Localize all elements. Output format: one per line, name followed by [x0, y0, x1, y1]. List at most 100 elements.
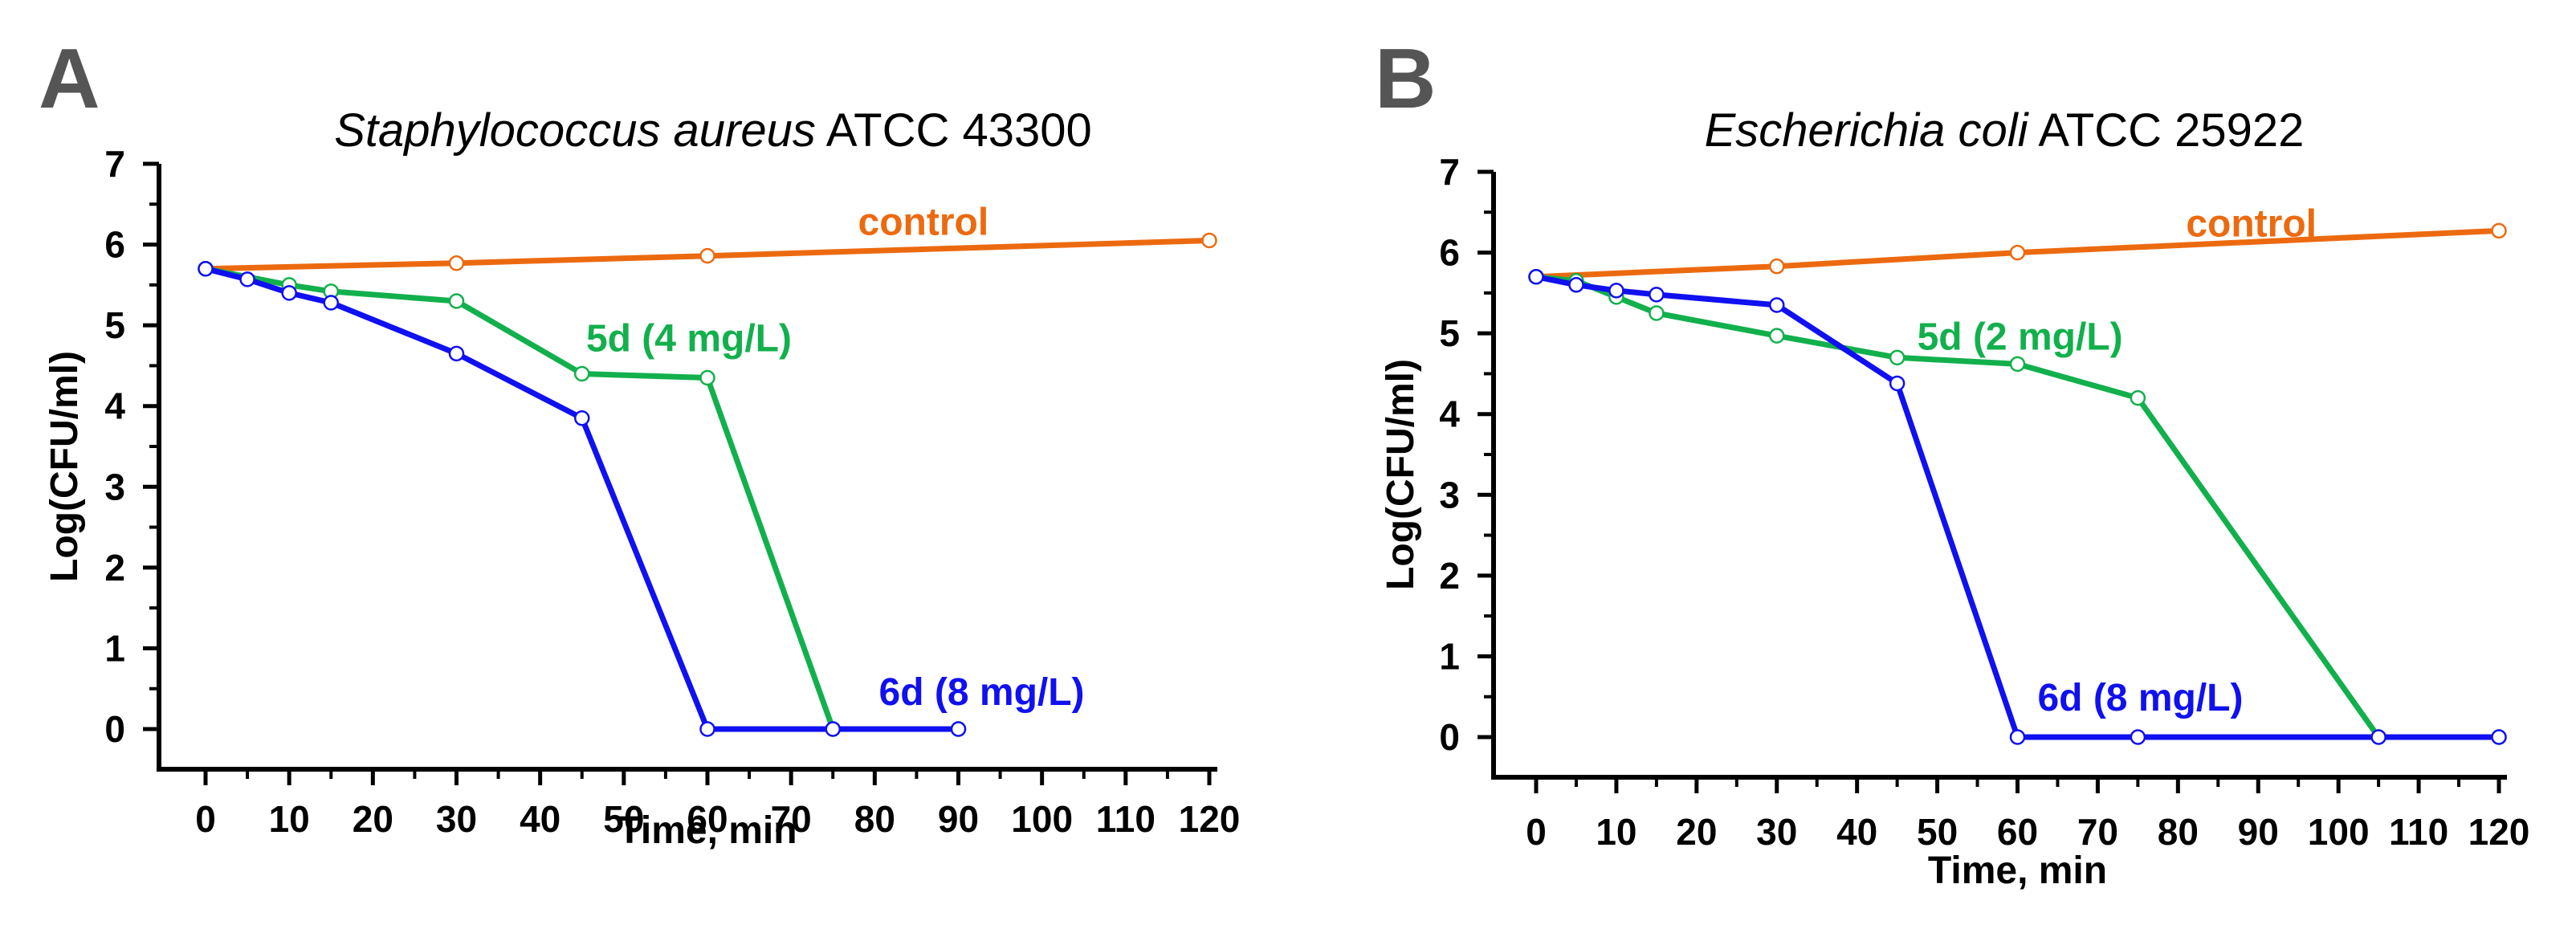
x-tick-label: 100 [2308, 811, 2370, 853]
series-label-control: control [2186, 202, 2317, 245]
data-point-5d [448, 293, 465, 309]
panel-letter: A [39, 31, 100, 126]
series-label-6d: 6d (8 mg/L) [879, 671, 1085, 714]
x-tick-label: 60 [687, 798, 728, 840]
x-tick-label: 30 [1756, 811, 1797, 853]
y-tick-label: 3 [104, 466, 125, 507]
x-tick-label: 30 [436, 798, 477, 840]
y-tick-label: 0 [104, 708, 125, 750]
x-tick-label: 90 [938, 798, 979, 840]
series-line-6d [202, 266, 961, 732]
x-tick-label: 70 [771, 798, 812, 840]
x-tick-label: 80 [2158, 811, 2199, 853]
x-tick-label: 100 [1011, 798, 1073, 840]
x-tick-label: 90 [2238, 811, 2279, 853]
x-tick-label: 40 [520, 798, 560, 840]
y-tick-label: 2 [1439, 555, 1460, 597]
panel-letter: B [1375, 31, 1437, 126]
data-point-control [699, 247, 715, 264]
x-tick-label: 20 [353, 798, 393, 840]
series-label-6d: 6d (8 mg/L) [2037, 677, 2243, 719]
x-tick-label: 10 [1596, 811, 1636, 853]
data-point-6d [1889, 375, 1906, 392]
x-tick-label: 0 [195, 798, 216, 840]
data-point-6d [323, 295, 339, 311]
x-axis-label: Time, min [618, 809, 797, 852]
data-point-5d [1649, 305, 1665, 321]
chart-title: Staphylococcus aureus ATCC 43300 [334, 104, 1092, 157]
x-tick-label: 60 [1997, 811, 2038, 853]
data-point-6d [239, 271, 255, 287]
chart-title-species: Escherichia coli [1705, 104, 2030, 157]
y-tick-label: 3 [1439, 474, 1460, 515]
x-tick-label: 110 [1096, 798, 1156, 840]
data-point-6d [448, 345, 465, 362]
chart-title: Escherichia coli ATCC 25922 [1705, 104, 2305, 157]
x-tick-label: 40 [1836, 811, 1877, 853]
series-line-5d [202, 266, 961, 732]
data-point-6d [1769, 297, 1785, 313]
data-point-control [448, 255, 465, 271]
data-point-6d [198, 260, 214, 277]
data-point-6d [699, 721, 715, 737]
y-tick-label: 1 [1439, 635, 1460, 677]
y-tick-label: 5 [1439, 312, 1460, 354]
y-axis-label: Log(CFU/ml) [43, 351, 86, 582]
data-point-5d [699, 369, 715, 386]
series-line-control [1533, 227, 2502, 280]
x-tick-label: 120 [1179, 798, 1241, 840]
chart-title-species: Staphylococcus aureus [334, 104, 816, 157]
data-point-5d [1769, 328, 1785, 344]
data-point-6d [2370, 729, 2386, 745]
y-axis-label: Log(CFU/ml) [1380, 359, 1422, 590]
data-point-control [2491, 222, 2507, 239]
x-tick-label: 20 [1676, 811, 1717, 853]
y-tick-label: 6 [1439, 232, 1460, 274]
data-point-6d [1528, 268, 1544, 285]
x-tick-label: 50 [1917, 811, 1958, 853]
x-tick-label: 80 [854, 798, 895, 840]
data-point-6d [1608, 283, 1624, 299]
data-point-5d [574, 365, 590, 382]
data-point-6d [574, 410, 590, 426]
series-label-control: control [858, 202, 989, 244]
data-point-6d [1568, 277, 1584, 293]
y-tick-label: 7 [104, 143, 125, 185]
panel-a: A Staphylococcus aureus ATCC 43300 0 1 2 3 4 5 6… [39, 31, 1240, 852]
y-tick-label: 5 [104, 304, 125, 346]
y-tick-label: 6 [104, 224, 125, 266]
y-tick-label: 2 [104, 547, 125, 589]
chart-title-strain: ATCC 25922 [2028, 104, 2305, 157]
series-line-6d [1533, 274, 2502, 740]
data-point-6d [2009, 729, 2026, 745]
series-label-5d: 5d (2 mg/L) [1918, 316, 2123, 358]
x-tick-label: 70 [2077, 811, 2118, 853]
x-tick-label: 110 [2389, 811, 2448, 853]
y-tick-label: 4 [104, 385, 125, 427]
y-tick-label: 0 [1439, 716, 1460, 758]
y-tick-label: 7 [1439, 151, 1460, 193]
x-axis-label: Time, min [1928, 850, 2107, 892]
data-point-5d [2130, 389, 2146, 406]
data-point-control [1769, 258, 1785, 275]
x-tick-label: 10 [269, 798, 310, 840]
data-point-6d [950, 721, 967, 737]
series-line-control [202, 238, 1213, 272]
x-tick-label: 120 [2468, 811, 2530, 853]
chart-title-strain: ATCC 43300 [816, 104, 1092, 157]
y-tick-label: 1 [104, 627, 125, 669]
data-point-6d [2491, 729, 2507, 745]
data-point-6d [2130, 729, 2146, 745]
x-tick-label: 0 [1526, 811, 1547, 853]
y-tick-label: 4 [1439, 393, 1460, 435]
data-point-5d [2009, 356, 2026, 373]
data-point-6d [281, 285, 297, 301]
data-point-control [2009, 244, 2026, 261]
x-tick-label: 50 [603, 798, 644, 840]
data-point-control [1201, 232, 1217, 249]
data-point-6d [1649, 287, 1665, 303]
series-label-5d: 5d (4 mg/L) [586, 317, 792, 360]
data-point-6d [825, 721, 841, 737]
